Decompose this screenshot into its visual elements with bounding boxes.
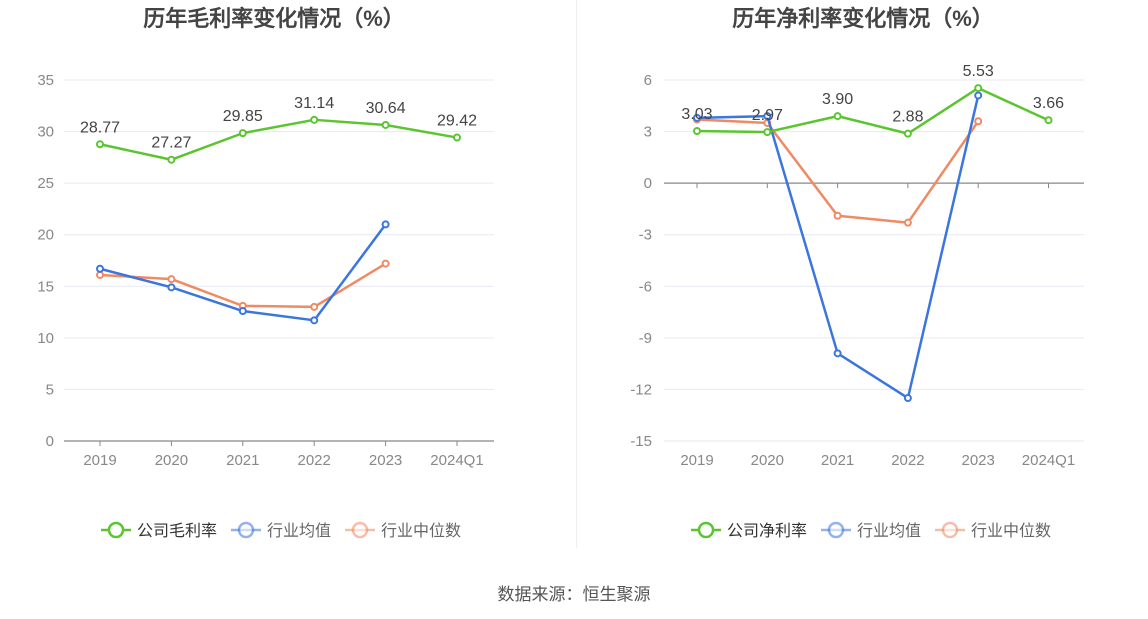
x-tick-label: 2023 bbox=[962, 452, 995, 469]
y-tick-label: 6 bbox=[644, 72, 652, 89]
y-tick-label: 0 bbox=[644, 175, 652, 192]
series-line-3 bbox=[99, 262, 387, 309]
x-tick-label: 2024Q1 bbox=[430, 452, 483, 469]
data-point bbox=[1044, 116, 1053, 125]
data-label: 3.66 bbox=[1033, 95, 1064, 112]
data-point bbox=[167, 275, 176, 284]
chart-panel-1: 历年毛利率变化情况（%） 0 5 10 15 20 25 30 35 2019 2020 2021 20… bbox=[37, 6, 494, 540]
data-point bbox=[381, 259, 390, 268]
legend-swatch-marker bbox=[697, 521, 715, 539]
data-label: 3.03 bbox=[681, 106, 712, 123]
data-point bbox=[833, 349, 842, 358]
y-tick-label: -12 bbox=[630, 381, 652, 398]
y-tick-label: 15 bbox=[37, 278, 54, 295]
x-tick-label: 2020 bbox=[155, 452, 188, 469]
legend-item-1: 公司毛利率 bbox=[101, 521, 217, 540]
data-point bbox=[833, 112, 842, 121]
legend-item-1: 公司净利率 bbox=[691, 521, 807, 540]
data-point bbox=[693, 127, 701, 136]
data-point bbox=[903, 129, 912, 138]
series-line-1 bbox=[696, 86, 1050, 135]
legend-swatch-marker bbox=[351, 521, 369, 539]
data-label: 3.90 bbox=[822, 91, 853, 108]
data-point bbox=[310, 302, 319, 311]
data-label: 27.27 bbox=[151, 135, 191, 152]
y-tick-label: 10 bbox=[37, 330, 54, 347]
y-tick-label: 20 bbox=[37, 227, 54, 244]
data-point bbox=[96, 264, 104, 273]
x-tick-label: 2021 bbox=[821, 452, 854, 469]
x-tick-label: 2024Q1 bbox=[1022, 452, 1075, 469]
legend-label: 行业中位数 bbox=[971, 522, 1051, 540]
data-label: 2.88 bbox=[892, 109, 923, 126]
x-tick-label: 2022 bbox=[298, 452, 331, 469]
series-line-1 bbox=[99, 118, 458, 161]
x-tick-label: 2020 bbox=[751, 452, 784, 469]
data-label: 29.85 bbox=[223, 108, 263, 125]
x-tick-label: 2022 bbox=[891, 452, 924, 469]
legend-swatch-marker bbox=[827, 521, 845, 539]
data-label: 28.77 bbox=[80, 119, 120, 136]
data-point bbox=[381, 120, 390, 129]
data-label: 5.53 bbox=[963, 63, 994, 80]
data-point bbox=[381, 220, 390, 229]
legend-item-3: 行业中位数 bbox=[935, 521, 1051, 540]
data-point bbox=[310, 115, 319, 124]
data-point bbox=[974, 91, 983, 100]
chart-title: 历年毛利率变化情况（%） bbox=[143, 6, 405, 31]
panel-divider bbox=[576, 0, 577, 548]
data-label: 31.14 bbox=[294, 95, 334, 112]
legend-swatch-marker bbox=[237, 521, 255, 539]
y-tick-label: 0 bbox=[46, 433, 54, 450]
data-point bbox=[763, 128, 772, 137]
data-point bbox=[763, 112, 772, 121]
legend-label: 行业均值 bbox=[857, 522, 921, 540]
y-tick-label: -9 bbox=[639, 330, 652, 347]
x-tick-label: 2019 bbox=[83, 452, 116, 469]
legend-label: 行业中位数 bbox=[381, 522, 461, 540]
y-tick-label: 5 bbox=[46, 381, 54, 398]
legend-swatch-marker bbox=[107, 521, 125, 539]
legend-swatch-marker bbox=[941, 521, 959, 539]
legend-item-2: 行业均值 bbox=[821, 521, 921, 540]
legend-label: 公司净利率 bbox=[727, 522, 807, 540]
data-point bbox=[453, 133, 461, 142]
chart-title: 历年净利率变化情况（%） bbox=[732, 6, 994, 31]
data-point bbox=[693, 113, 701, 122]
legend-item-3: 行业中位数 bbox=[345, 521, 461, 540]
data-label: 2.97 bbox=[752, 107, 783, 124]
data-point bbox=[974, 117, 983, 126]
y-tick-label: 30 bbox=[37, 124, 54, 141]
y-tick-label: -15 bbox=[630, 433, 652, 450]
data-point bbox=[96, 140, 104, 149]
y-tick-label: 25 bbox=[37, 175, 54, 192]
data-source-note: 数据来源：恒生聚源 bbox=[497, 585, 651, 604]
data-point bbox=[238, 307, 247, 316]
data-point bbox=[96, 270, 104, 279]
data-point bbox=[903, 218, 912, 227]
data-label: 30.64 bbox=[366, 100, 406, 117]
x-tick-label: 2021 bbox=[226, 452, 259, 469]
x-tick-label: 2019 bbox=[680, 452, 713, 469]
y-tick-label: 3 bbox=[644, 124, 652, 141]
data-label: 29.42 bbox=[437, 113, 477, 130]
legend-label: 行业均值 bbox=[267, 522, 331, 540]
y-tick-label: -3 bbox=[639, 227, 652, 244]
chart-panel-2: 历年净利率变化情况（%） -15 -12 -9 -6 -3 0 3 6 2019 2020 2021 2… bbox=[630, 6, 1084, 540]
data-point bbox=[238, 129, 247, 138]
data-point bbox=[833, 211, 842, 220]
data-point bbox=[974, 84, 983, 93]
y-tick-label: 35 bbox=[37, 72, 54, 89]
legend-label: 公司毛利率 bbox=[137, 522, 217, 540]
x-tick-label: 2023 bbox=[369, 452, 402, 469]
y-tick-label: -6 bbox=[639, 278, 652, 295]
data-point bbox=[310, 316, 319, 325]
data-point bbox=[167, 283, 176, 292]
legend-item-2: 行业均值 bbox=[231, 521, 331, 540]
data-point bbox=[167, 155, 176, 164]
data-point bbox=[903, 394, 912, 403]
series-line-3 bbox=[696, 118, 980, 224]
